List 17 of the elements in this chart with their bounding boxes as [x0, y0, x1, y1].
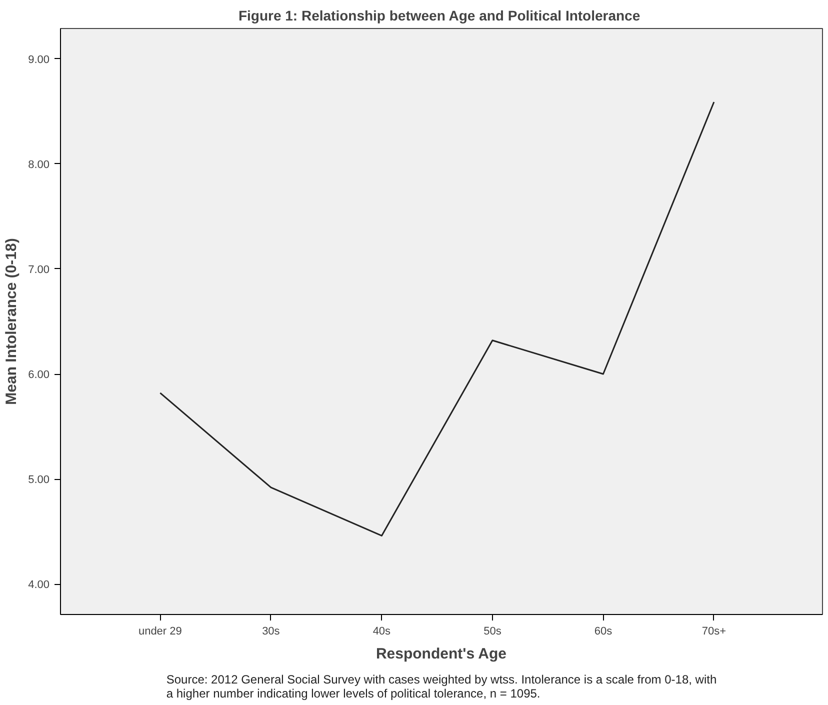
y-tick-label: 8.00	[28, 158, 50, 171]
y-tick-label: 6.00	[28, 369, 50, 382]
x-tick-label: 70s+	[702, 626, 726, 638]
source-note: Source: 2012 General Social Survey with cases weighted by wtss. Intolerance is a scale from 0-18, with a higher number indicating lower levels of political tolerance, n = 1095.	[166, 672, 717, 700]
x-tick-label: 30s	[262, 626, 280, 638]
y-tick-label: 9.00	[28, 54, 50, 66]
x-tick-label: 60s	[594, 626, 613, 638]
x-tick-label: under 29	[138, 626, 182, 638]
chart-title: Figure 1: Relationship between Age and Political Intolerance	[238, 8, 640, 24]
line-series	[159, 101, 715, 536]
x-tick-label: 50s	[484, 626, 502, 638]
y-tick-label: 4.00	[28, 579, 50, 592]
x-axis-title: Respondent's Age	[376, 646, 506, 662]
y-tick-label: 7.00	[28, 264, 50, 276]
y-tick-label: 5.00	[28, 474, 50, 486]
y-axis-title: Mean Intolerance (0-18)	[3, 238, 20, 405]
x-tick-label: 40s	[372, 626, 392, 638]
